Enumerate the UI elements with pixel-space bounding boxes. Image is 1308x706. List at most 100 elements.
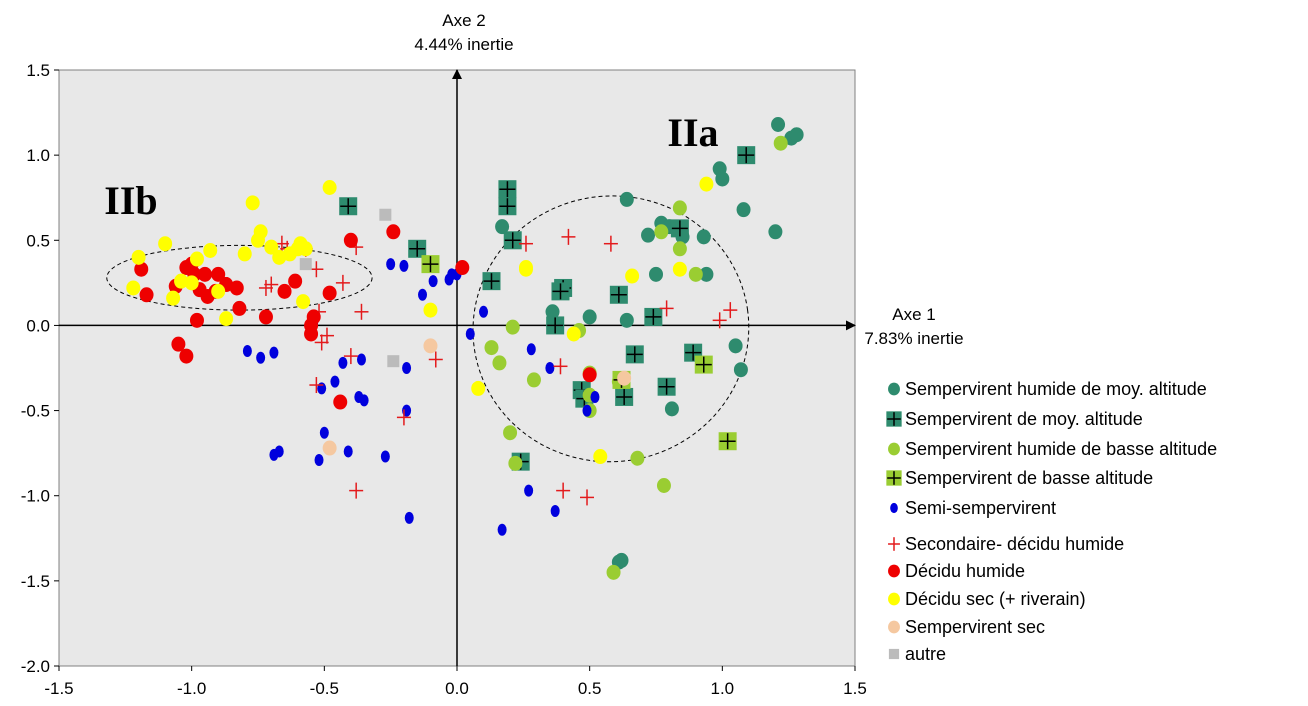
data-point-series-1 (546, 316, 565, 335)
data-point-series-7 (219, 311, 234, 327)
data-point-series-6 (386, 224, 401, 240)
legend-item: Semi-sempervirent (890, 498, 1056, 518)
legend: Sempervirent humide de moy. altitude Semp… (886, 379, 1217, 664)
data-point-series-0 (728, 338, 743, 354)
legend-label: Sempervirent de moy. altitude (905, 409, 1143, 429)
data-point-series-7 (296, 294, 311, 310)
legend-marker (890, 502, 898, 514)
data-point-series-2 (688, 266, 703, 282)
data-point-series-9 (387, 355, 400, 368)
x-tick-label: -1.5 (44, 679, 73, 698)
data-point-series-2 (484, 340, 499, 356)
legend-item: autre (888, 644, 946, 664)
data-point-series-1 (644, 307, 663, 326)
data-point-series-0 (545, 304, 560, 320)
data-point-series-0 (789, 127, 804, 143)
data-point-series-6 (134, 261, 149, 277)
data-point-series-0 (619, 191, 634, 207)
data-point-series-6 (582, 367, 597, 383)
data-point-series-0 (696, 229, 711, 245)
data-point-series-6 (277, 283, 292, 299)
data-point-series-8 (617, 370, 632, 386)
legend-item: Décidu sec (+ riverain) (888, 589, 1086, 609)
axis2-inertia: 4.44% inertie (414, 35, 513, 54)
data-point-series-0 (664, 401, 679, 417)
data-point-series-2 (526, 372, 541, 388)
data-point-series-7 (184, 275, 199, 291)
data-point-series-4 (582, 404, 592, 417)
data-point-series-4 (356, 353, 366, 366)
data-point-series-1 (625, 345, 644, 364)
y-tick-label: 0.0 (26, 316, 50, 335)
data-point-series-7 (189, 251, 204, 267)
data-point-series-0 (699, 266, 714, 282)
data-point-series-0 (771, 116, 786, 132)
legend-item: Décidu humide (888, 561, 1025, 581)
data-point-series-4 (526, 343, 536, 356)
legend-item: Sempervirent humide de moy. altitude (888, 379, 1207, 399)
data-point-series-6 (189, 312, 204, 328)
y-tick-label: 0.5 (26, 231, 50, 250)
data-point-series-6 (197, 266, 212, 282)
data-point-series-4 (497, 523, 507, 536)
legend-marker (888, 592, 900, 606)
data-point-series-6 (343, 232, 358, 248)
data-point-series-8 (423, 338, 438, 354)
data-point-series-5 (659, 300, 674, 317)
y-tick-labels: 1.5 1.0 0.5 0.0 -0.5 -1.0 -1.5 -2.0 (21, 61, 59, 676)
data-point-series-7 (518, 260, 533, 276)
data-point-series-1 (498, 197, 517, 216)
data-point-series-0 (733, 362, 748, 378)
data-point-series-5 (712, 312, 727, 329)
data-point-series-6 (304, 326, 319, 342)
data-point-series-1 (503, 231, 522, 250)
data-point-series-0 (649, 266, 663, 282)
legend-label: Sempervirent de basse altitude (905, 468, 1153, 488)
data-point-series-4 (418, 288, 428, 301)
data-point-series-1 (609, 285, 628, 304)
data-point-series-5 (314, 334, 329, 351)
legend-item: Sempervirent de basse altitude (886, 468, 1153, 488)
data-point-series-5 (264, 276, 279, 293)
data-point-series-6 (333, 394, 348, 410)
data-point-series-2 (503, 425, 518, 441)
data-point-series-6 (171, 336, 186, 352)
data-point-series-4 (269, 346, 279, 359)
data-point-series-4 (590, 390, 600, 403)
data-point-series-7 (126, 280, 141, 296)
x-tick-label: 0.5 (578, 679, 602, 698)
data-point-series-5 (561, 228, 576, 245)
data-point-series-0 (495, 219, 510, 235)
data-point-series-0 (715, 171, 730, 187)
data-point-series-4 (524, 484, 534, 497)
legend-label: Semi-sempervirent (905, 498, 1056, 518)
data-point-series-7 (158, 236, 173, 252)
legend-marker (886, 411, 902, 427)
data-point-series-5 (428, 351, 443, 368)
data-point-series-7 (625, 268, 640, 284)
data-point-series-6 (306, 309, 321, 325)
y-tick-label: -1.5 (21, 572, 50, 591)
data-point-series-1 (737, 146, 756, 165)
data-point-series-6 (258, 309, 273, 325)
data-point-series-4 (343, 445, 353, 458)
legend-item: Sempervirent humide de basse altitude (888, 439, 1217, 459)
data-point-series-6 (229, 280, 244, 296)
data-point-series-4 (479, 305, 489, 318)
data-point-series-7 (211, 283, 226, 299)
axes-lines (59, 69, 856, 666)
data-point-series-0 (736, 202, 751, 218)
data-point-series-4 (274, 445, 284, 458)
data-point-series-4 (404, 511, 414, 524)
y-tick-label: -0.5 (21, 402, 50, 421)
data-point-series-2 (773, 135, 788, 151)
legend-marker (888, 537, 900, 551)
data-point-series-6 (455, 260, 470, 276)
legend-marker (888, 382, 900, 396)
data-point-series-7 (593, 449, 608, 465)
data-point-series-7 (672, 261, 687, 277)
data-point-series-4 (319, 426, 329, 439)
axis1-label: Axe 1 (892, 305, 935, 324)
axis2-label: Axe 2 (442, 11, 485, 30)
data-point-series-7 (272, 249, 287, 265)
